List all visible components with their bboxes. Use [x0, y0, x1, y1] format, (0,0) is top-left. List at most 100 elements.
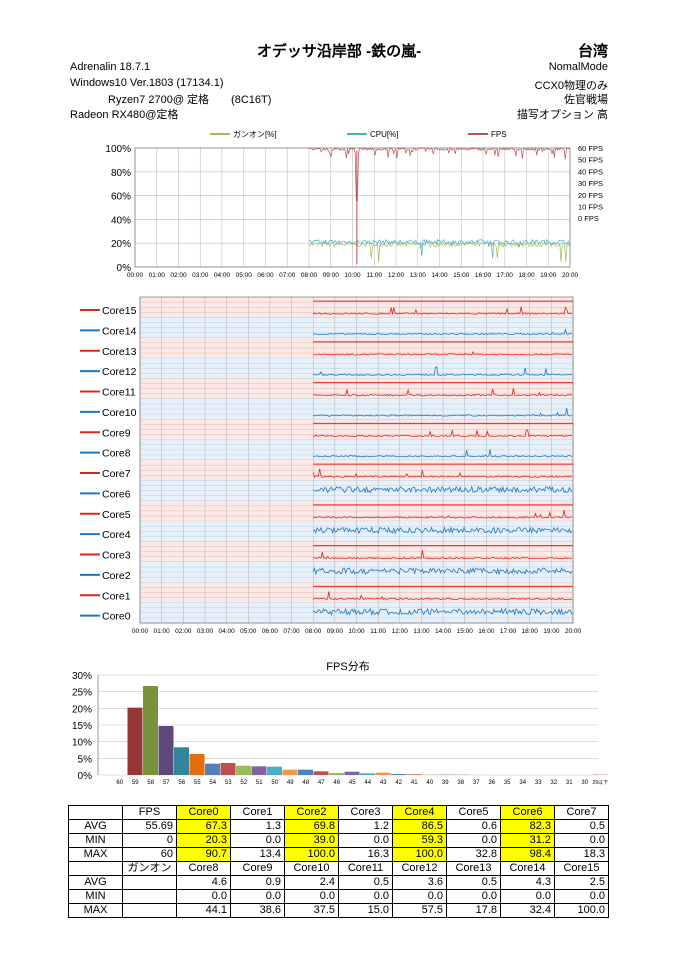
bottom-row: MAX 44.1 38.6 37.5 15.0 57.5 17.8 32.4 100.0 — [68, 903, 609, 918]
y2-tick-label: 20 FPS — [578, 191, 603, 200]
value-cell: 60 — [122, 847, 177, 862]
y-tick-label: 0% — [117, 263, 132, 274]
x-tick-label: 02:00 — [170, 272, 187, 279]
x-tick-label: 18:00 — [522, 628, 539, 635]
cpu-series-line — [308, 238, 570, 259]
value-cell: 0.0 — [446, 889, 501, 904]
plot-frame — [134, 147, 571, 268]
x-tick-label: 37 — [473, 780, 480, 786]
core-legend-label: Core7 — [102, 468, 131, 480]
value-cell: 2.4 — [284, 875, 339, 890]
core-legend-label: Core0 — [102, 611, 131, 623]
value-cell: 98.4 — [500, 847, 555, 862]
x-tick-label: 50 — [271, 780, 278, 786]
fps-bar — [174, 747, 189, 775]
x-tick-label: 01:00 — [154, 628, 171, 635]
value-cell: 55.69 — [122, 819, 177, 834]
y2-tick-label: 60 FPS — [578, 144, 603, 153]
y2-tick-label: 0 FPS — [578, 214, 599, 223]
header-cell: Core4 — [392, 805, 447, 820]
x-tick-label: 41 — [411, 780, 418, 786]
x-tick-label: 11:00 — [370, 628, 386, 635]
fps-bar — [205, 763, 220, 775]
x-tick-label: 53 — [225, 780, 232, 786]
fps-bar — [236, 765, 251, 775]
core-usage-line — [312, 525, 573, 535]
x-tick-label: 13:00 — [413, 628, 430, 635]
header-cell: Core6 — [500, 805, 555, 820]
value-cell: 38.6 — [230, 903, 285, 918]
value-cell: 18.3 — [554, 847, 609, 862]
value-cell: 0.0 — [554, 833, 609, 848]
mode-label: NomalMode — [548, 61, 608, 73]
core-usage-line — [312, 408, 573, 417]
y-tick-label: 0% — [78, 771, 93, 782]
charts-canvas: ガンオン[%] CPU[%] FPS 100% 80% 60% 40% 20% 0% 60 FPS… — [72, 129, 608, 786]
value-cell — [122, 889, 177, 904]
x-tick-label: 57 — [163, 780, 170, 786]
row-label: MAX — [68, 903, 123, 918]
fps-series-line — [308, 147, 570, 201]
value-cell: 0.0 — [500, 889, 555, 904]
value-cell: 0.0 — [176, 889, 231, 904]
header-cell: Core13 — [446, 861, 501, 876]
value-cell: 37.5 — [284, 903, 339, 918]
core-legend-label: Core10 — [102, 407, 137, 419]
x-tick-label: 55 — [194, 780, 201, 786]
x-tick-label: 09:00 — [327, 628, 344, 635]
value-cell: 3.6 — [392, 875, 447, 890]
y-tick-label: 80% — [111, 168, 131, 179]
value-cell: 32.4 — [500, 903, 555, 918]
cpu-info: Ryzen7 2700@ 定格 (8C16T) — [108, 94, 272, 106]
x-tick-label: 36 — [488, 780, 495, 786]
header-cell — [68, 805, 123, 820]
header-cell: Core1 — [230, 805, 285, 820]
fps-bar — [158, 726, 174, 775]
core-usage-line — [313, 429, 573, 438]
x-tick-label: 42 — [395, 780, 402, 786]
value-cell: 100.0 — [392, 847, 447, 862]
core-legend-label: Core13 — [102, 346, 137, 358]
fps-bar — [220, 763, 236, 775]
x-tick-label: 15:00 — [457, 628, 474, 635]
value-cell: 0.5 — [554, 819, 609, 834]
value-cell: 0.0 — [284, 889, 339, 904]
gunon-series-line — [308, 241, 570, 263]
value-cell: 0.6 — [446, 819, 501, 834]
core-usage-line — [312, 468, 573, 478]
value-cell: 0.0 — [554, 889, 609, 904]
core-legend-label: Core6 — [102, 488, 131, 500]
y-tick-label: 60% — [111, 192, 131, 203]
x-tick-label: 17:00 — [500, 628, 517, 635]
x-tick-label: 10:00 — [344, 272, 361, 279]
top-row: MIN 0 20.3 0.0 39.0 0.0 59.3 0.0 31.2 0.0 — [68, 833, 609, 848]
core-legend-label: Core4 — [102, 529, 131, 541]
x-tick-label: 05:00 — [236, 272, 253, 279]
x-tick-label: 12:00 — [392, 628, 409, 635]
value-cell: 20.3 — [176, 833, 231, 848]
value-cell: 86.5 — [392, 819, 447, 834]
x-tick-label: 43 — [380, 780, 387, 786]
header-cell: FPS — [122, 805, 177, 820]
value-cell: 0.0 — [338, 833, 393, 848]
fps-bar — [189, 754, 205, 775]
x-tick-label: 44 — [364, 780, 371, 786]
x-tick-label: 13:00 — [410, 272, 427, 279]
core-usage-line — [313, 509, 572, 519]
core-legend-label: Core8 — [102, 448, 131, 460]
value-cell: 31.2 — [500, 833, 555, 848]
header-cell: Core7 — [554, 805, 609, 820]
value-cell: 0.0 — [446, 833, 501, 848]
x-tick-label: 08:00 — [301, 272, 318, 279]
fps-bar — [391, 774, 406, 775]
y-tick-label: 100% — [105, 144, 131, 155]
fps-bar — [406, 774, 422, 775]
x-tick-label: 49 — [287, 780, 294, 786]
y2-tick-label: 40 FPS — [578, 167, 603, 176]
fps-bar — [360, 773, 375, 775]
core-usage-line — [312, 566, 573, 576]
x-tick-label: 12:00 — [388, 272, 405, 279]
x-tick-label: 32 — [550, 780, 557, 786]
x-tick-label: 08:00 — [305, 628, 322, 635]
header-cell: Core5 — [446, 805, 501, 820]
